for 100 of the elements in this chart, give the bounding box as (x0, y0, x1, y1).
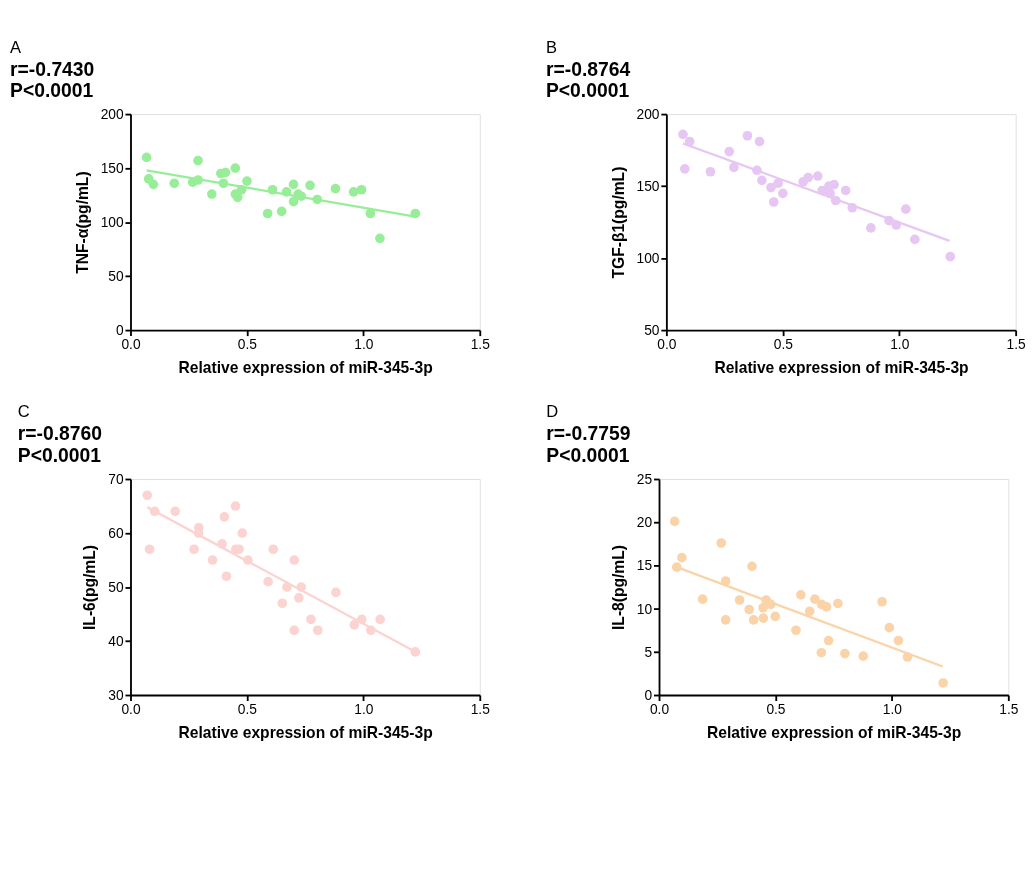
point (294, 593, 304, 603)
y-axis-title: TGF-β1(pg/mL) (609, 166, 627, 279)
y-axis-title: IL-6(pg/mL) (81, 545, 99, 630)
text: P<0.0001 (17, 444, 102, 466)
point (242, 176, 252, 186)
point (312, 625, 323, 636)
point (144, 544, 155, 555)
point (748, 615, 759, 625)
y-tick-label: 200 (636, 107, 660, 123)
point (757, 175, 767, 186)
point (938, 678, 948, 688)
text: r=-0.7430 (10, 58, 95, 80)
point (277, 598, 288, 609)
point (829, 179, 839, 190)
x-tick-label: 1.5 (470, 336, 491, 352)
point (219, 512, 230, 522)
point (720, 615, 731, 625)
point (193, 155, 203, 166)
point (356, 184, 367, 195)
text: P<0.0001 (546, 444, 630, 466)
point (305, 180, 315, 191)
text: r=-0.8764 (545, 58, 631, 80)
text: r=-0.7759 (546, 423, 631, 445)
point (276, 206, 287, 217)
text: P<0.0001 (10, 79, 94, 101)
point (375, 233, 385, 244)
chart-title: D (546, 402, 559, 422)
point (331, 587, 341, 598)
point (893, 635, 904, 646)
point (770, 611, 781, 622)
point (289, 555, 300, 565)
point (288, 196, 299, 207)
y-tick-label: 30 (108, 688, 124, 704)
x-tick-label: 0.0 (657, 336, 677, 352)
chart-title: C (17, 402, 30, 422)
point (816, 647, 827, 658)
point (729, 162, 739, 173)
point (169, 178, 180, 189)
point (945, 251, 956, 262)
point (375, 614, 385, 625)
x-axis-title: Relative expression of miR-345-3p (707, 723, 962, 741)
x-tick-label: 0.5 (237, 336, 258, 352)
point (858, 651, 869, 661)
point (724, 146, 735, 157)
point (697, 594, 708, 604)
point (773, 178, 783, 189)
y-tick-label: 40 (108, 634, 124, 650)
point (263, 576, 273, 587)
point (823, 635, 834, 646)
x-tick-label: 0.5 (766, 701, 786, 717)
y-tick-label: 200 (100, 107, 124, 123)
y-tick-label: 20 (636, 515, 653, 531)
point (262, 208, 273, 219)
y-axis-title: IL-8(pg/mL) (609, 545, 627, 630)
x-tick-label: 0.5 (773, 336, 794, 352)
y-tick-label: 15 (636, 558, 653, 574)
point (744, 604, 754, 615)
point (677, 552, 687, 563)
point (148, 179, 159, 190)
point (705, 166, 716, 177)
point (758, 613, 769, 623)
y-tick-label: 100 (636, 251, 660, 267)
text: r=-0.8760 (17, 423, 102, 445)
x-axis-title: Relative expression of miR-345-3p (178, 358, 433, 376)
point (330, 183, 341, 194)
point (230, 501, 241, 511)
point (791, 625, 801, 636)
x-tick-label: 1.5 (999, 701, 1019, 717)
point (678, 129, 688, 140)
chart-title: A (10, 37, 22, 57)
text: P<0.0001 (545, 79, 630, 101)
x-tick-label: 1.0 (882, 701, 903, 717)
point (348, 187, 359, 197)
point (747, 561, 757, 572)
y-tick-label: 25 (636, 472, 653, 488)
point (884, 622, 895, 633)
x-tick-label: 1.0 (354, 701, 374, 717)
y-tick-label: 150 (100, 161, 124, 177)
y-tick-label: 150 (636, 179, 660, 195)
x-tick-label: 0.5 (237, 701, 258, 717)
y-axis-title: TNF-α(pg/mL) (73, 171, 91, 274)
point (812, 171, 823, 181)
point (669, 516, 680, 527)
point (289, 625, 300, 636)
point (910, 234, 920, 245)
point (349, 620, 360, 630)
point (679, 164, 690, 174)
point (207, 555, 218, 565)
x-axis-title: Relative expression of miR-345-3p (178, 723, 433, 741)
x-tick-label: 0.0 (649, 701, 670, 717)
point (900, 204, 911, 214)
x-tick-label: 1.5 (1006, 336, 1027, 352)
y-tick-label: 70 (108, 472, 124, 488)
point (754, 136, 765, 147)
point (804, 606, 815, 617)
point (833, 598, 843, 609)
y-tick-label: 0 (644, 688, 653, 704)
point (306, 614, 316, 625)
y-tick-label: 5 (644, 644, 653, 660)
point (866, 223, 876, 233)
